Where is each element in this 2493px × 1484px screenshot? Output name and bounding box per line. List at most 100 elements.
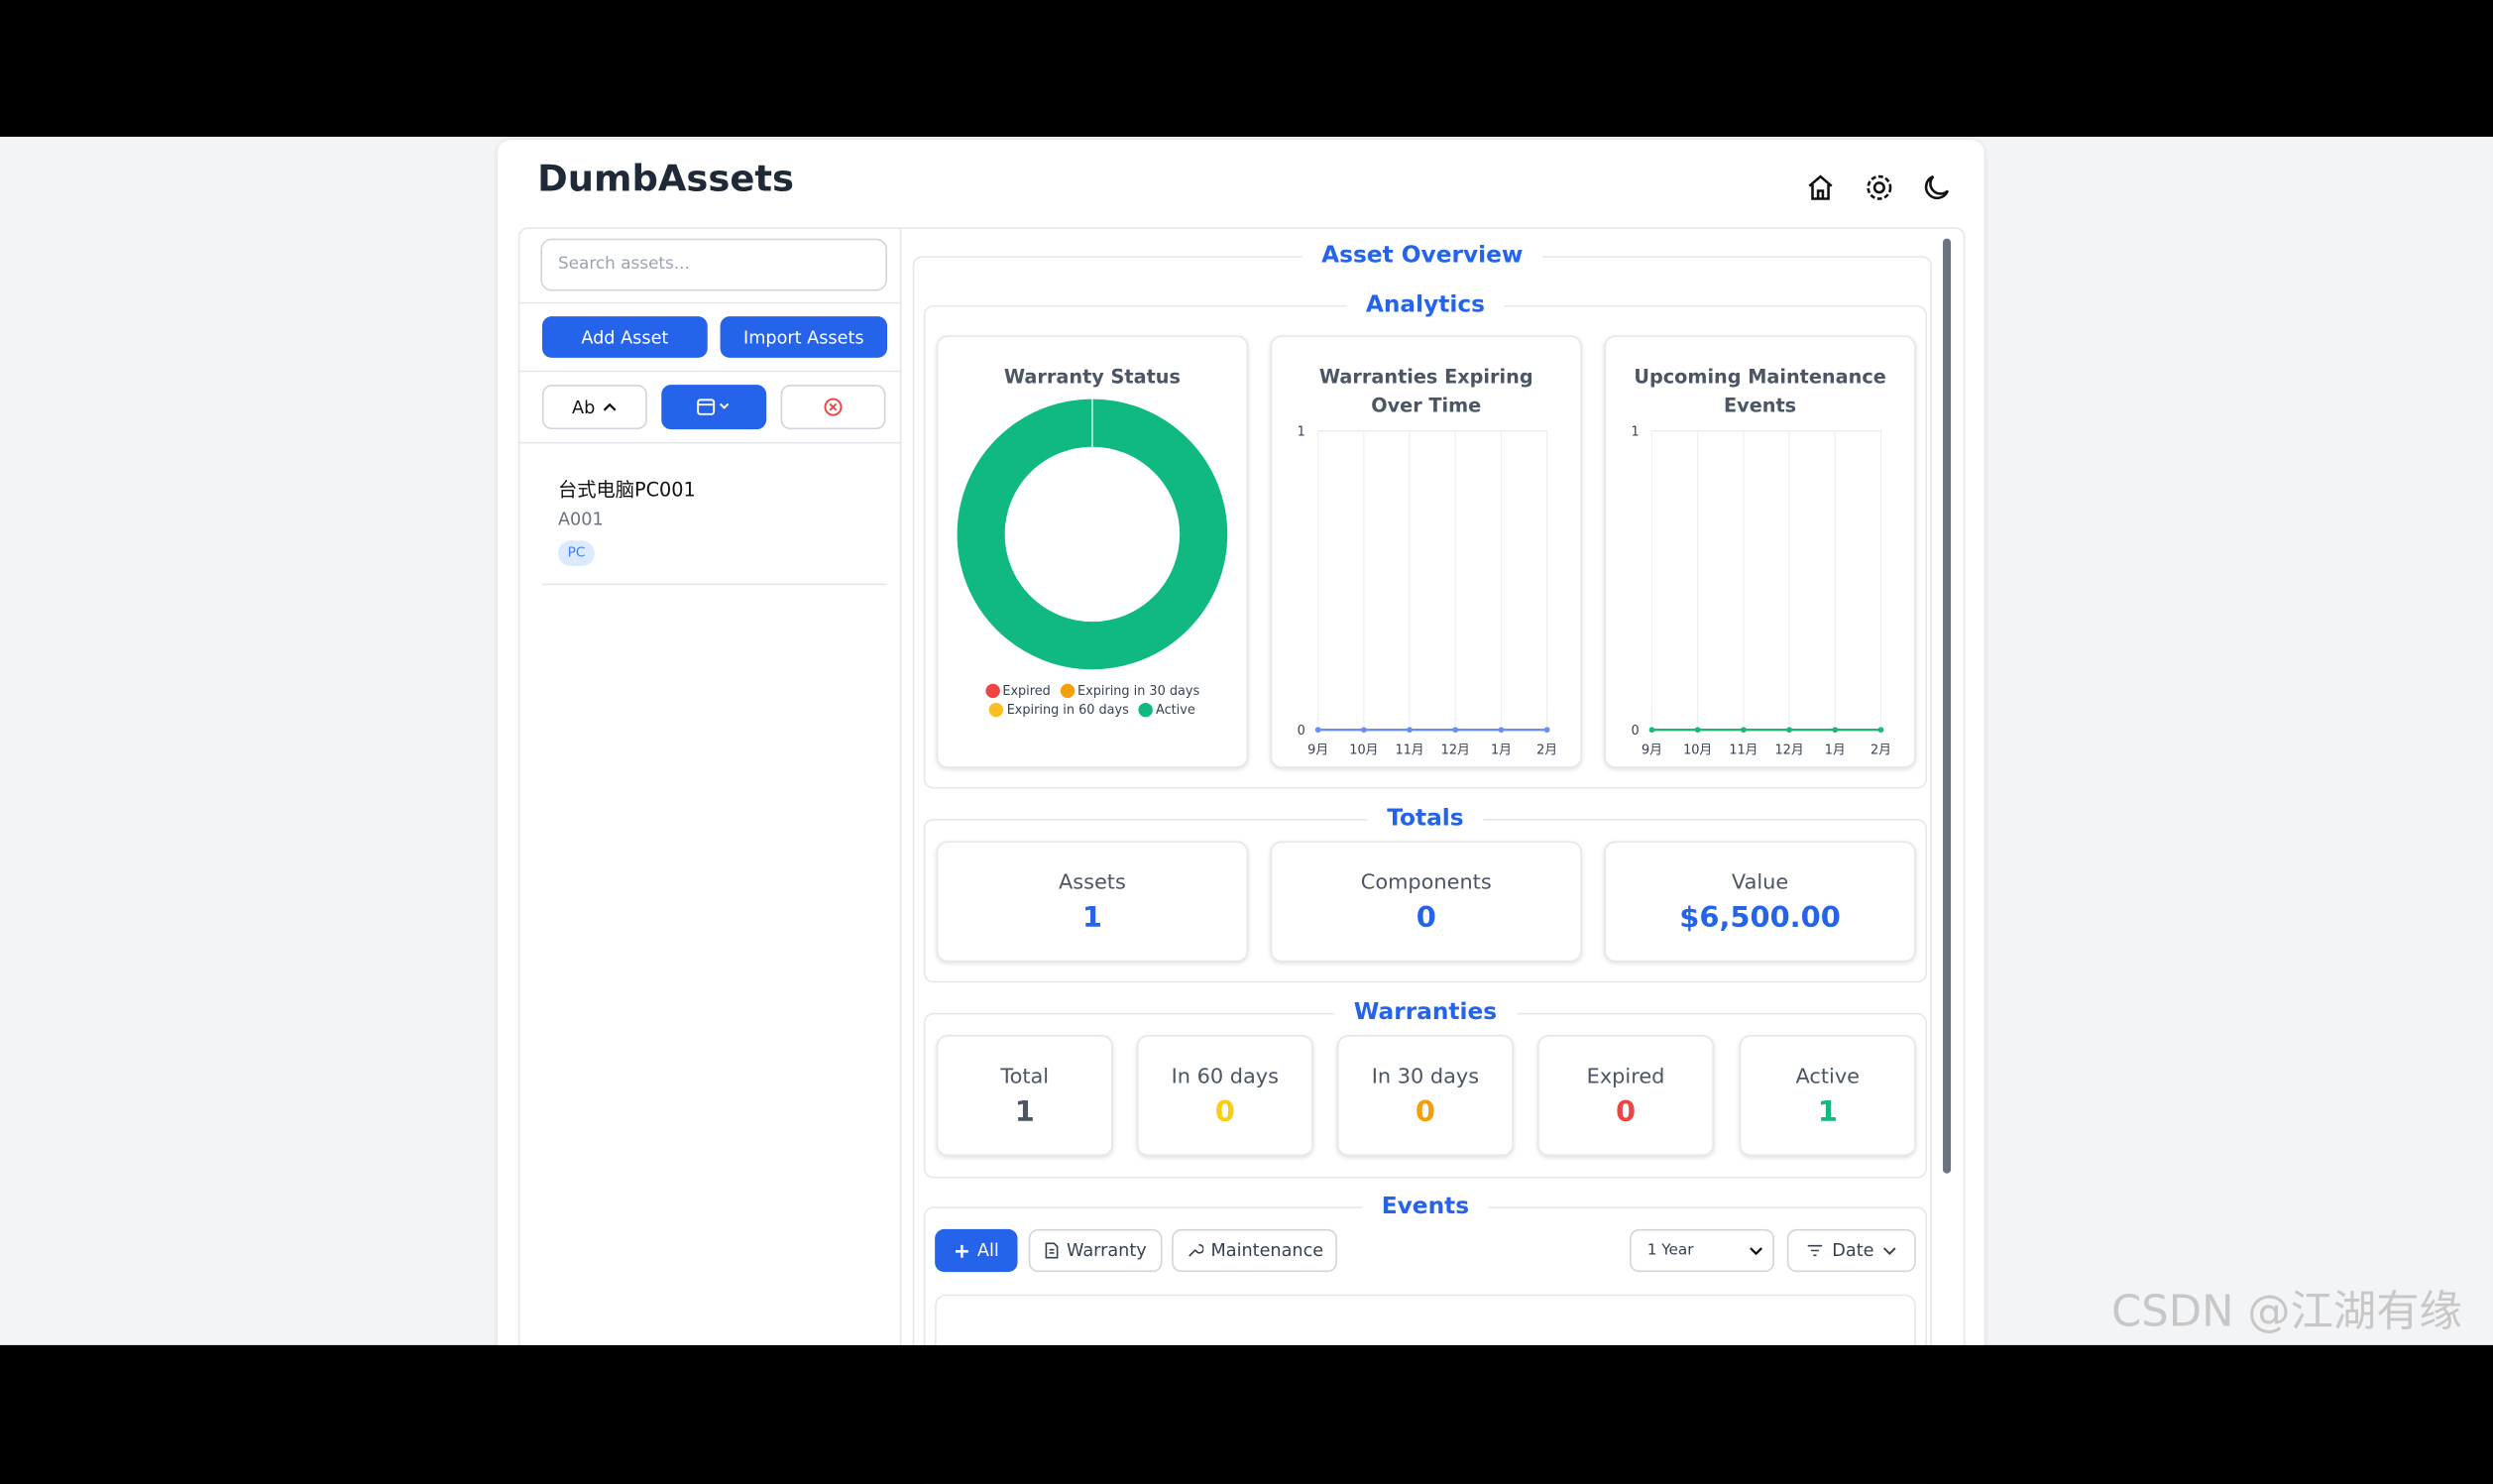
stat-value: 0 — [1615, 1095, 1637, 1129]
legend-label: Active — [1156, 702, 1195, 718]
separator — [519, 370, 900, 373]
stat-card: Active 1 — [1739, 1035, 1916, 1157]
stat-label: Components — [1360, 870, 1492, 896]
range-label: 1 Year — [1646, 1241, 1694, 1260]
stat-label: Assets — [1058, 870, 1126, 896]
stat-label: Active — [1795, 1065, 1860, 1089]
legend-label: Expiring in 60 days — [1006, 702, 1129, 718]
stat-label: Value — [1731, 870, 1789, 896]
data-point — [1648, 727, 1655, 734]
watermark: CSDN @江湖有缘 — [2111, 1288, 2462, 1337]
section-title: Warranties — [1334, 999, 1517, 1026]
filter-maintenance[interactable]: Maintenance — [1172, 1228, 1337, 1273]
x-tick-label: 11月 — [1729, 742, 1757, 757]
x-tick-label: 10月 — [1683, 742, 1712, 757]
x-tick-label: 12月 — [1441, 742, 1470, 757]
data-point — [1832, 727, 1839, 734]
chart-card: Upcoming Maintenance Events — [1604, 335, 1916, 768]
y-tick-label: 0 — [1298, 724, 1305, 739]
x-tick-label: 2月 — [1870, 742, 1891, 757]
stat-card: Total 1 — [936, 1035, 1113, 1157]
stat-value: 1 — [1014, 1095, 1035, 1129]
sort-date-button[interactable] — [661, 385, 767, 430]
sort-select[interactable]: Date — [1786, 1228, 1916, 1273]
y-tick-label: 1 — [1632, 424, 1640, 439]
app-title: DumbAssets — [537, 159, 794, 201]
stat-value: 0 — [1415, 1095, 1435, 1129]
separator — [519, 441, 900, 444]
stat-value: $6,500.00 — [1679, 901, 1841, 936]
data-point — [1360, 727, 1367, 734]
data-point — [1741, 727, 1747, 734]
data-point — [1694, 727, 1701, 734]
stat-card: Components 0 — [1270, 841, 1582, 963]
stat-card: Value $6,500.00 — [1604, 841, 1916, 963]
asset-tag: PC — [557, 540, 595, 567]
section-title: Asset Overview — [1302, 243, 1542, 270]
sort-label: Ab — [571, 397, 596, 418]
stat-label: In 30 days — [1371, 1065, 1480, 1089]
x-tick-label: 2月 — [1536, 742, 1557, 757]
x-tick-label: 11月 — [1395, 742, 1423, 757]
stat-label: Total — [1000, 1065, 1050, 1089]
section-title: Totals — [1367, 806, 1483, 832]
stat-value: 0 — [1214, 1095, 1235, 1129]
stat-card: Expired 0 — [1537, 1035, 1715, 1157]
divider — [899, 227, 902, 1373]
filter-all[interactable]: All — [935, 1228, 1018, 1273]
legend-swatch — [984, 683, 1000, 699]
y-tick-label: 1 — [1298, 424, 1305, 439]
asset-name[interactable]: 台式电脑PC001 — [557, 478, 696, 502]
legend: Expired Expiring in 30 days Expiring in 60… — [969, 683, 1214, 718]
data-point — [1407, 727, 1413, 734]
legend-swatch — [989, 702, 1004, 718]
legend-item: Expiring in 30 days — [1060, 683, 1199, 699]
stat-card: In 30 days 0 — [1336, 1035, 1514, 1157]
filter-label: All — [976, 1240, 999, 1261]
x-tick-label: 10月 — [1349, 742, 1378, 757]
filter-label: Maintenance — [1210, 1240, 1324, 1261]
import-button[interactable]: Import Assets — [720, 316, 888, 358]
asset-code: A001 — [557, 509, 604, 530]
x-tick-label: 9月 — [1307, 742, 1328, 757]
search-input[interactable]: Search assets... — [540, 238, 888, 291]
data-point — [1877, 727, 1884, 734]
x-tick-label: 12月 — [1775, 742, 1804, 757]
sort-name-button[interactable]: Ab — [541, 385, 647, 430]
data-point — [1498, 727, 1505, 734]
stat-card: In 60 days 0 — [1136, 1035, 1313, 1157]
x-tick-label: 1月 — [1491, 742, 1512, 757]
legend-label: Expired — [1002, 683, 1051, 699]
stat-label: In 60 days — [1171, 1065, 1280, 1089]
stat-card: Assets 1 — [936, 841, 1249, 963]
chart-title: Warranties Expiring Over Time — [1318, 365, 1533, 417]
theme-icon[interactable] — [1924, 174, 1950, 200]
range-select[interactable]: 1 Year — [1630, 1228, 1775, 1273]
chart-title: Upcoming Maintenance Events — [1634, 365, 1886, 417]
scrollbar[interactable] — [1943, 238, 1952, 1174]
header-icons[interactable] — [1806, 173, 1956, 202]
chart-title: Warranty Status — [1003, 365, 1181, 389]
legend-item: Active — [1138, 702, 1195, 718]
legend-swatch — [1138, 702, 1153, 718]
data-point — [1786, 727, 1792, 734]
data-point — [1314, 727, 1321, 734]
stat-label: Expired — [1586, 1065, 1665, 1089]
clear-sort-button[interactable] — [780, 385, 886, 430]
x-tick-label: 1月 — [1825, 742, 1846, 757]
settings-icon[interactable] — [1872, 181, 1885, 194]
sort-label: Date — [1832, 1240, 1874, 1261]
add-asset-button[interactable]: Add Asset — [541, 316, 708, 358]
legend-item: Expired — [984, 683, 1051, 699]
stat-value: 1 — [1081, 901, 1102, 936]
home-icon[interactable] — [1808, 174, 1833, 200]
y-tick-label: 0 — [1632, 724, 1640, 739]
data-point — [1452, 727, 1459, 734]
chart-card: Warranties Expiring Over Time — [1270, 335, 1582, 768]
data-point — [1543, 727, 1550, 734]
section-title: Analytics — [1346, 292, 1505, 318]
filter-warranty[interactable]: Warranty — [1028, 1228, 1163, 1273]
